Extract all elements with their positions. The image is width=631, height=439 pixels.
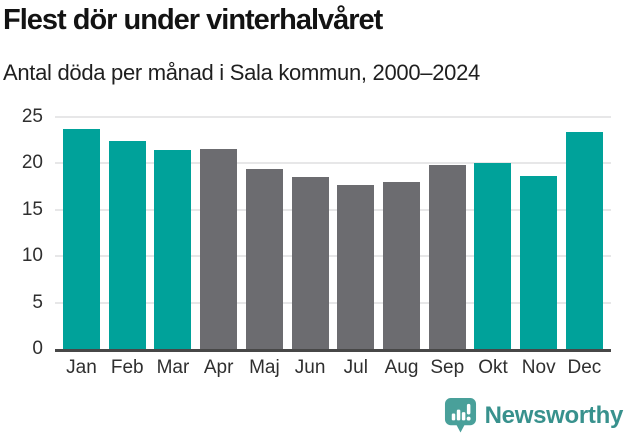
y-tick-label-25: 25	[21, 106, 43, 127]
gridline-25	[55, 116, 611, 118]
chart-title: Flest dör under vinterhalvåret	[3, 4, 383, 36]
bar-chart-plot-area: 0 5 10 15 20 25	[22, 106, 611, 359]
bar-apr	[200, 149, 238, 349]
bar-jul	[337, 184, 375, 349]
bar-aug	[383, 181, 421, 349]
bar-mar	[154, 150, 192, 349]
gridlines-group	[55, 116, 611, 349]
y-tick-label-0: 0	[32, 338, 43, 359]
x-tick-label-jan: Jan	[66, 357, 97, 378]
bar-nov	[520, 176, 558, 349]
x-tick-label-mar: Mar	[156, 357, 190, 378]
bar-okt	[474, 163, 512, 349]
bar-jun	[291, 177, 329, 349]
x-tick-label-jun: Jun	[294, 357, 326, 378]
y-tick-label-20: 20	[21, 152, 43, 174]
x-tick-label-aug: Aug	[384, 357, 419, 378]
x-axis-labels: Jan Feb Mar Apr Maj Jun Jul Aug Sep Okt Nov Dec	[55, 357, 611, 379]
y-tick-label-5: 5	[32, 291, 43, 313]
gridline-15	[55, 208, 611, 211]
x-tick-label-jul: Jul	[343, 357, 368, 378]
y-tick-label-10: 10	[21, 245, 43, 267]
x-tick-label-okt: Okt	[478, 357, 508, 378]
gridline-20	[55, 162, 611, 165]
newsworthy-logo-icon	[444, 398, 476, 433]
bar-maj	[245, 168, 283, 349]
bars-group	[55, 117, 611, 349]
gridline-10	[55, 255, 611, 258]
bar-feb	[108, 141, 146, 349]
y-tick-label-15: 15	[21, 198, 43, 220]
bar-dec	[565, 131, 603, 349]
x-tick-label-sep: Sep	[430, 357, 465, 378]
x-axis-line	[55, 349, 611, 352]
chart-subtitle: Antal döda per månad i Sala kommun, 2000…	[3, 60, 480, 85]
x-tick-label-dec: Dec	[567, 357, 602, 378]
x-tick-label-feb: Feb	[110, 357, 144, 378]
bar-sep	[428, 165, 466, 349]
x-tick-label-nov: Nov	[521, 357, 556, 378]
x-tick-label-maj: Maj	[249, 357, 280, 378]
newsworthy-logo: Newsworthy	[444, 397, 623, 434]
gridline-5	[55, 301, 611, 304]
x-tick-label-apr: Apr	[203, 357, 234, 378]
newsworthy-logo-text: Newsworthy	[484, 401, 624, 429]
bar-jan	[63, 129, 100, 349]
